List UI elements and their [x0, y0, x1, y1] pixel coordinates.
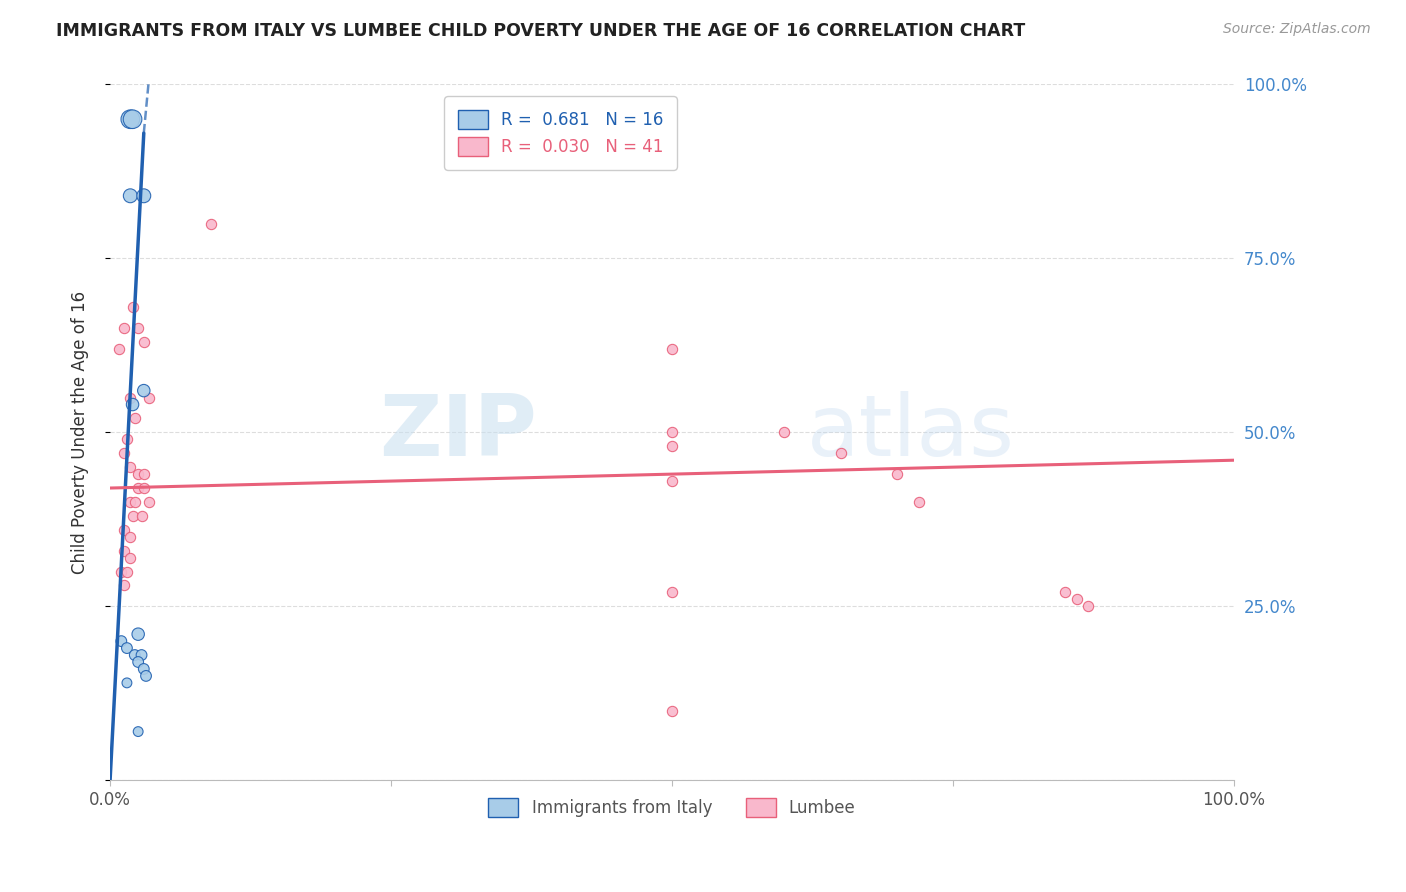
Point	[120, 391, 142, 405]
Point	[121, 508, 143, 523]
Point	[131, 508, 153, 523]
Point	[120, 550, 142, 565]
Point	[127, 467, 149, 482]
Point	[132, 188, 155, 202]
Point	[661, 474, 683, 488]
Point	[908, 495, 931, 509]
Point	[773, 425, 796, 440]
Point	[138, 495, 160, 509]
Point	[120, 530, 142, 544]
Point	[115, 676, 138, 690]
Point	[132, 384, 155, 398]
Point	[886, 467, 908, 482]
Point	[138, 391, 160, 405]
Point	[120, 495, 142, 509]
Point	[127, 321, 149, 335]
Point	[661, 704, 683, 718]
Point	[121, 398, 143, 412]
Point	[115, 641, 138, 656]
Point	[661, 439, 683, 453]
Point	[112, 321, 135, 335]
Point	[661, 342, 683, 356]
Y-axis label: Child Poverty Under the Age of 16: Child Poverty Under the Age of 16	[72, 291, 89, 574]
Point	[1077, 599, 1099, 614]
Point	[112, 446, 135, 460]
Point	[120, 460, 142, 475]
Point	[132, 334, 155, 349]
Point	[661, 425, 683, 440]
Point	[112, 578, 135, 592]
Text: IMMIGRANTS FROM ITALY VS LUMBEE CHILD POVERTY UNDER THE AGE OF 16 CORRELATION CH: IMMIGRANTS FROM ITALY VS LUMBEE CHILD PO…	[56, 22, 1025, 40]
Point	[135, 669, 157, 683]
Point	[108, 342, 131, 356]
Point	[127, 481, 149, 495]
Point	[112, 523, 135, 537]
Point	[115, 565, 138, 579]
Point	[1054, 585, 1077, 599]
Point	[115, 433, 138, 447]
Point	[131, 648, 153, 662]
Point	[200, 217, 222, 231]
Point	[120, 188, 142, 202]
Point	[1066, 592, 1088, 607]
Point	[132, 467, 155, 482]
Point	[112, 543, 135, 558]
Point	[124, 648, 146, 662]
Point	[127, 724, 149, 739]
Point	[127, 655, 149, 669]
Text: atlas: atlas	[807, 391, 1015, 474]
Point	[127, 627, 149, 641]
Point	[110, 634, 132, 648]
Point	[132, 481, 155, 495]
Point	[661, 585, 683, 599]
Point	[830, 446, 852, 460]
Point	[121, 112, 143, 127]
Text: ZIP: ZIP	[380, 391, 537, 474]
Text: Source: ZipAtlas.com: Source: ZipAtlas.com	[1223, 22, 1371, 37]
Point	[124, 495, 146, 509]
Point	[120, 112, 142, 127]
Point	[121, 300, 143, 314]
Point	[124, 411, 146, 425]
Point	[132, 662, 155, 676]
Point	[110, 565, 132, 579]
Legend: Immigrants from Italy, Lumbee: Immigrants from Italy, Lumbee	[482, 791, 862, 824]
